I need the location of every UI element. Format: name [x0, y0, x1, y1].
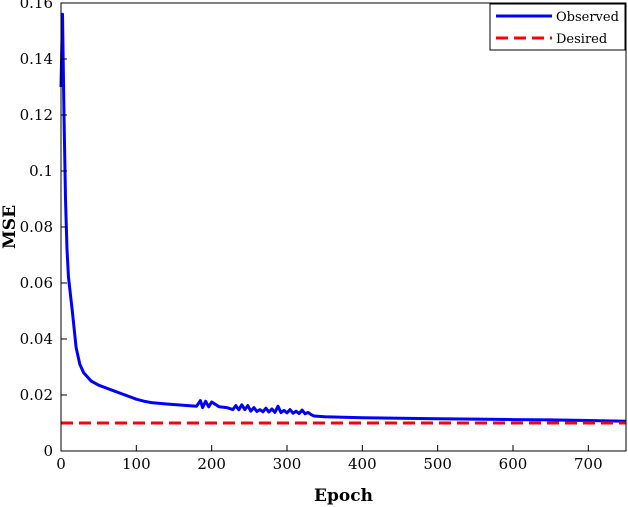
y-tick-label: 0.14 [20, 50, 53, 68]
plot-lines [59, 12, 627, 425]
y-tick-label: 0.1 [29, 162, 53, 180]
legend-label-observed: Observed [556, 10, 619, 25]
y-tick-label: 0.08 [20, 218, 53, 236]
y-axis: 0 0.02 0.04 0.06 0.08 0.1 0.12 0.14 0.16 [20, 0, 67, 460]
y-tick-label: 0.02 [20, 386, 53, 404]
series-observed-line [59, 12, 627, 423]
y-tick-label: 0.06 [20, 274, 53, 292]
y-tick-label: 0.16 [20, 0, 53, 12]
x-tick-label: 500 [423, 455, 452, 473]
legend: Observed Desired [489, 3, 626, 51]
y-tick-label: 0 [43, 442, 53, 460]
y-axis-label: MSE [0, 205, 20, 249]
legend-box [489, 3, 626, 51]
x-tick-label: 400 [348, 455, 377, 473]
x-tick-label: 0 [56, 455, 66, 473]
y-tick-label: 0.12 [20, 106, 53, 124]
x-axis: 0 100 200 300 400 500 600 700 [56, 445, 603, 473]
plot-frame [60, 2, 627, 452]
x-tick-label: 200 [197, 455, 226, 473]
x-axis-label: Epoch [314, 486, 373, 506]
x-tick-label: 700 [574, 455, 603, 473]
x-tick-label: 300 [273, 455, 302, 473]
x-tick-label: 100 [122, 455, 151, 473]
x-tick-label: 600 [499, 455, 528, 473]
legend-label-desired: Desired [556, 32, 607, 47]
y-tick-label: 0.04 [20, 330, 53, 348]
